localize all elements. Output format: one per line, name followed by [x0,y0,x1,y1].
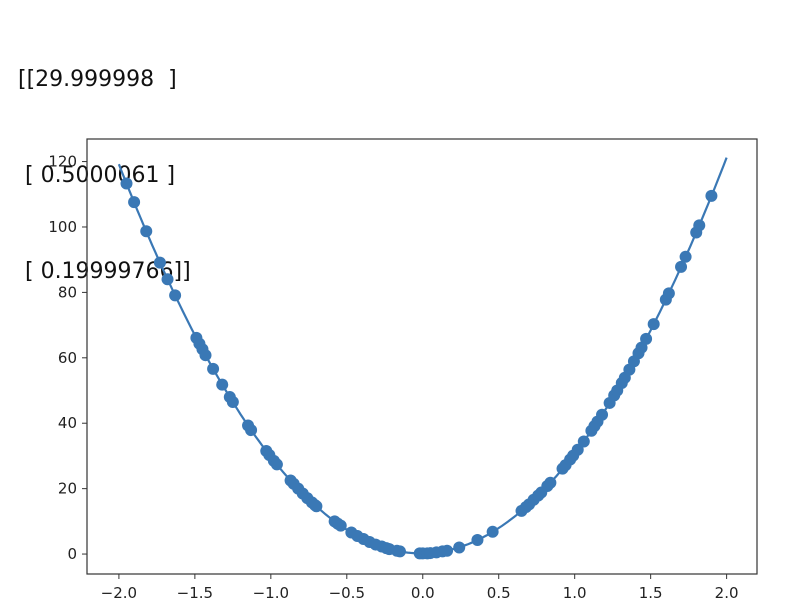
data-point [207,362,220,375]
y-tick-label: 60 [58,349,77,367]
data-point [640,332,653,345]
y-tick-label: 120 [48,153,77,171]
y-tick-label: 20 [58,480,77,498]
data-point [245,424,258,437]
data-point [471,533,484,546]
data-point [441,544,454,557]
data-point [393,545,406,558]
data-point [334,519,347,532]
data-point [216,378,229,391]
data-point [647,318,660,331]
x-tick-label: −1.5 [177,584,213,602]
data-point [140,225,153,238]
data-point [199,349,212,362]
x-tick-label: 0.5 [487,584,511,602]
data-point [571,443,584,456]
x-tick-label: −0.5 [329,584,365,602]
y-tick-label: 100 [48,218,77,236]
data-point [679,250,692,263]
data-point [662,287,675,300]
data-point [161,273,174,286]
x-tick-label: 1.0 [563,584,587,602]
data-point [596,408,609,421]
data-point [120,177,133,190]
axes-frame [86,138,758,575]
output-line-2: [ 0.5000061 ] [18,163,176,188]
data-point [705,189,718,202]
data-point [486,525,499,538]
y-tick-label: 40 [58,414,77,432]
output-line-1: [[29.999998 ] [18,67,177,92]
data-point [153,256,166,269]
data-point [453,541,466,554]
data-point [577,435,590,448]
y-tick-label: 80 [58,283,77,301]
data-point [635,341,648,354]
x-tick-label: −1.0 [253,584,289,602]
data-point [544,476,557,489]
x-tick-label: 0.0 [411,584,435,602]
data-point [675,260,688,273]
data-point [310,500,323,513]
x-tick-label: 1.5 [639,584,663,602]
x-tick-label: 2.0 [715,584,739,602]
data-point [270,458,283,471]
x-tick-label: −2.0 [101,584,137,602]
data-point [169,289,182,302]
data-point [693,219,706,232]
y-tick-label: 0 [67,545,77,563]
data-point [226,395,239,408]
data-point [128,196,141,209]
